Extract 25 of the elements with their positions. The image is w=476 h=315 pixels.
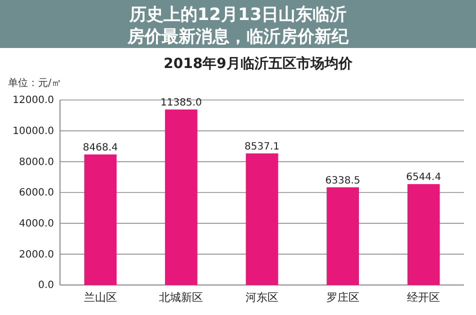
y-tick-label: 6000.0: [19, 188, 54, 199]
y-axis-title: 单位：元/㎡: [8, 77, 62, 89]
y-tick-label: 2000.0: [19, 249, 54, 260]
data-label: 8468.4: [82, 142, 118, 154]
data-label: 11385.0: [160, 97, 202, 108]
x-tick-label: 罗庄区: [326, 290, 360, 304]
bar: [246, 153, 278, 285]
x-tick-label: 北城新区: [159, 290, 204, 304]
y-tick-label: 10000.0: [12, 126, 54, 138]
y-tick-label: 4000.0: [19, 218, 54, 230]
y-tick-label: 8000.0: [19, 156, 54, 168]
bar: [84, 154, 117, 285]
x-tick-label: 经开区: [407, 290, 440, 304]
y-tick-label: 0.0: [38, 280, 54, 292]
bar: [407, 184, 440, 285]
x-tick-label: 河东区: [246, 290, 278, 304]
data-label: 6544.4: [406, 172, 442, 184]
bar: [326, 187, 359, 285]
x-tick-label: 兰山区: [84, 290, 117, 304]
y-tick-label: 12000.0: [12, 95, 54, 106]
data-label: 8537.1: [244, 141, 280, 152]
chart-title: 2018年9月临沂五区市场均价: [164, 55, 354, 72]
data-label: 6338.5: [325, 175, 360, 186]
bar: [165, 109, 198, 285]
text: 历史上的12月13日山东临沂房价最新消息，临沂房价新纪: [126, 5, 350, 47]
